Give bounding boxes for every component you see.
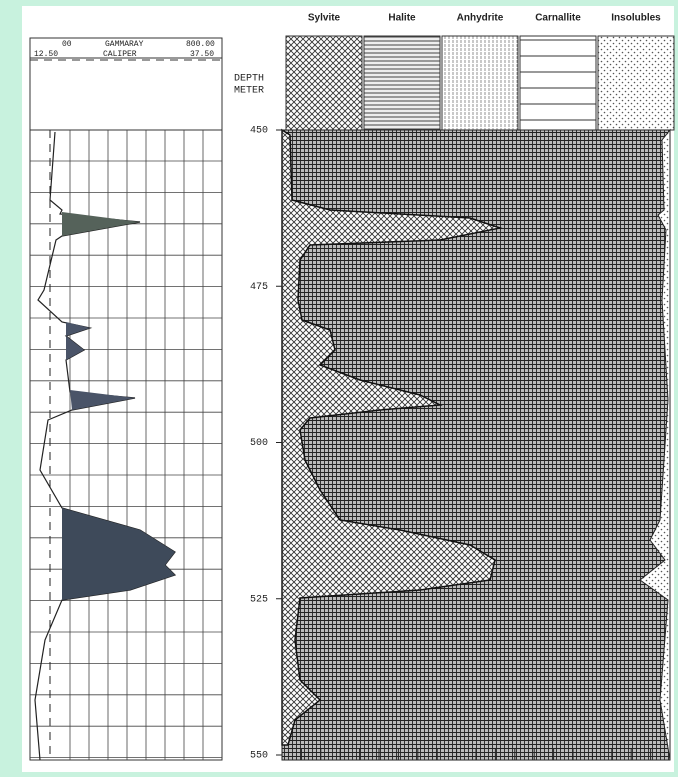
gamma-fill <box>70 390 135 410</box>
legend-swatch <box>441 35 519 131</box>
column-header: Sylvite <box>308 13 341 24</box>
gamma-label: GAMMARAY <box>105 40 144 49</box>
legend-swatch <box>363 35 441 131</box>
depth-tick-label: 500 <box>250 438 268 449</box>
depth-axis: 450 475 500 525 550 <box>250 126 671 762</box>
gamma-max: 800.00 <box>186 40 215 49</box>
depth-tick-label: 450 <box>250 126 268 137</box>
legend-swatch <box>597 35 675 131</box>
depth-tick-label: 525 <box>250 594 268 605</box>
insolubles-area <box>639 128 671 761</box>
caliper-min: 12.50 <box>34 50 58 59</box>
gamma-fill <box>62 508 175 600</box>
caliper-label: CALIPER <box>103 50 137 59</box>
column-header: Halite <box>388 13 416 24</box>
column-headers: Sylvite Halite Anhydrite Carnallite Insolubl… <box>285 13 675 131</box>
caliper-max: 37.50 <box>190 50 214 59</box>
column-header: Anhydrite <box>457 13 504 24</box>
column-header: Carnallite <box>535 13 581 24</box>
gamma-min: 00 <box>62 40 72 49</box>
legend-swatch <box>519 35 597 131</box>
gamma-fill <box>66 322 90 360</box>
column-header: Insolubles <box>611 13 661 24</box>
legend-swatch <box>285 35 363 131</box>
grid-frame <box>29 129 223 761</box>
depth-label: DEPTH <box>234 74 264 85</box>
depth-tick-label: 550 <box>250 751 268 762</box>
sylvite-area <box>281 128 503 746</box>
gamma-fill <box>62 212 140 236</box>
depth-tick-label: 475 <box>250 282 268 293</box>
depth-label: METER <box>234 86 264 97</box>
